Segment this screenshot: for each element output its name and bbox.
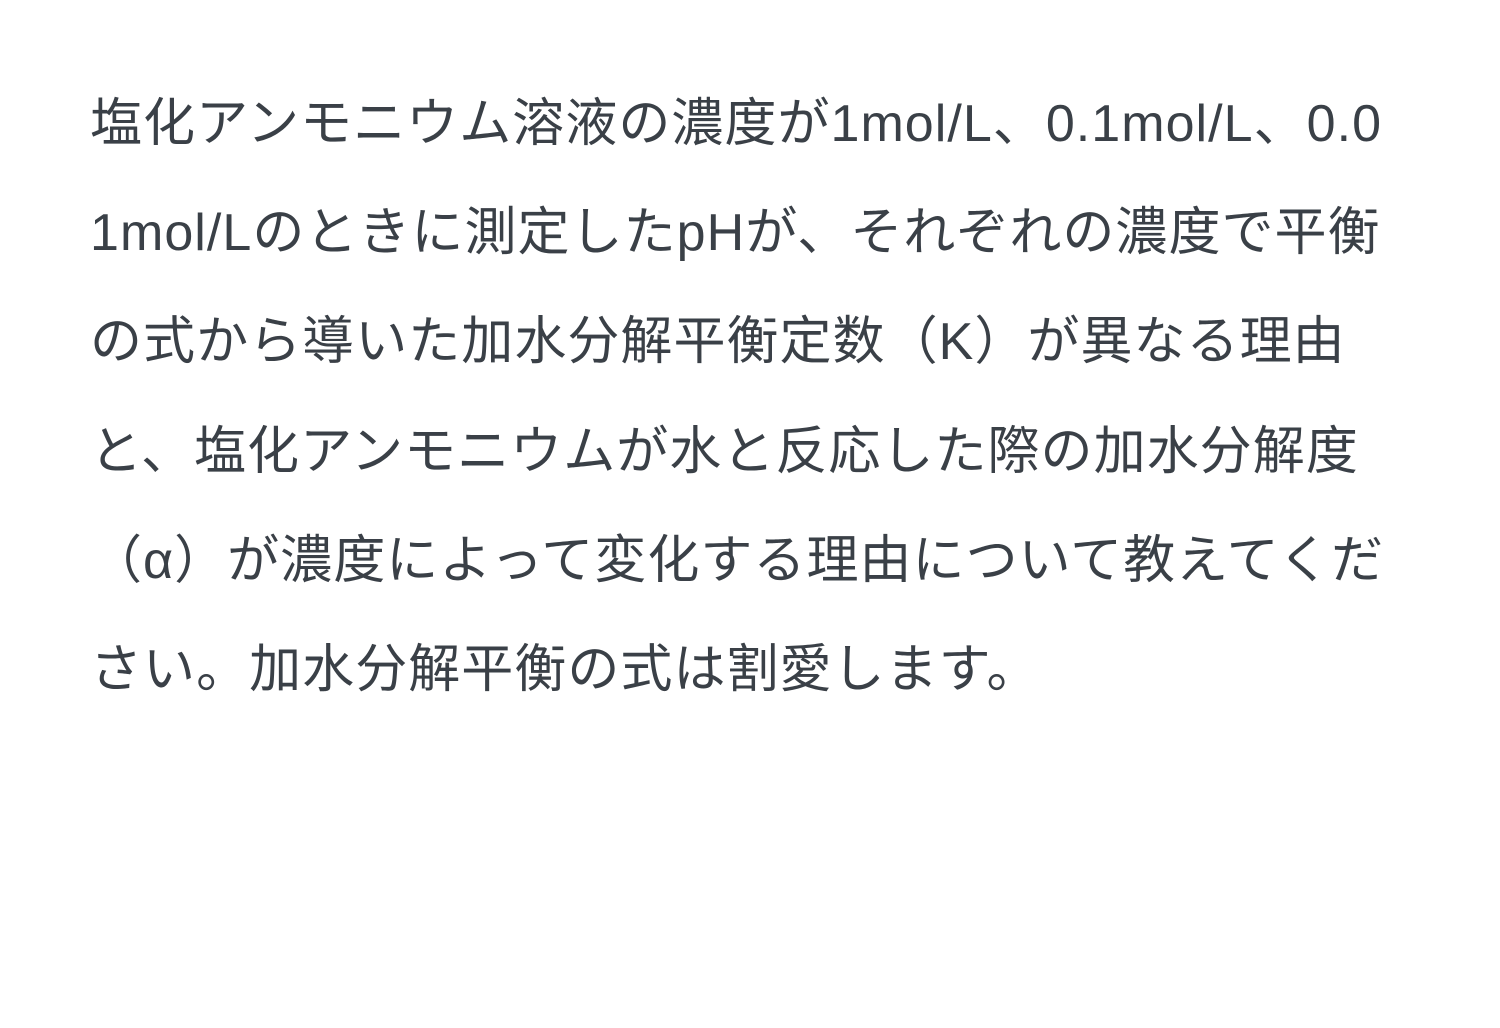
document-body: 塩化アンモニウム溶液の濃度が1mol/L、0.1mol/L、0.01mol/Lの…	[0, 0, 1500, 795]
paragraph-text: 塩化アンモニウム溶液の濃度が1mol/L、0.1mol/L、0.01mol/Lの…	[90, 70, 1410, 725]
